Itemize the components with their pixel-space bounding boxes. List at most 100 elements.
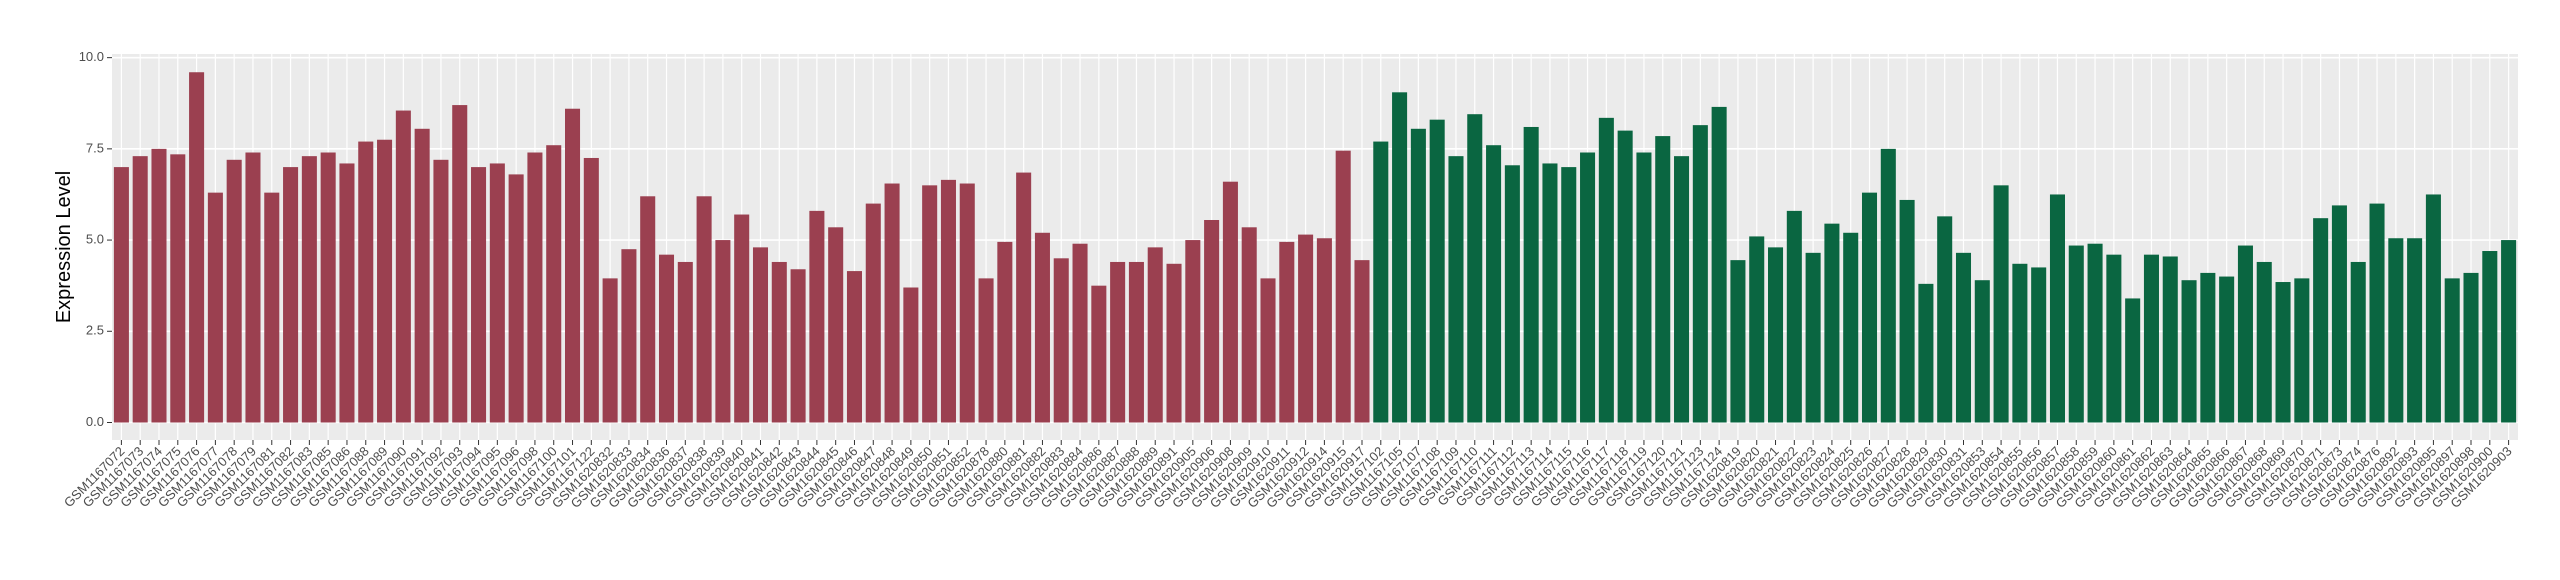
bar (1674, 156, 1690, 423)
bar (1711, 106, 1727, 423)
y-axis-title: Expression Level (53, 171, 75, 323)
bar (2219, 276, 2235, 423)
bar (2388, 238, 2404, 423)
bar (2106, 254, 2122, 423)
bar (1448, 156, 1464, 423)
y-tick-label: 2.5 (86, 323, 104, 338)
bar (1429, 119, 1445, 423)
bar (1298, 234, 1314, 423)
bar (1147, 247, 1163, 423)
bar (2425, 194, 2441, 423)
bar (339, 163, 355, 423)
bar (734, 214, 750, 423)
bar (1937, 216, 1953, 423)
bar (452, 105, 468, 423)
bar (1185, 240, 1201, 423)
bar (1786, 210, 1802, 423)
bar (189, 72, 205, 423)
bar (696, 196, 712, 423)
bar (903, 287, 919, 423)
bar (565, 108, 581, 423)
bar (658, 254, 675, 423)
bar (978, 278, 994, 423)
bar (1316, 238, 1332, 423)
bar (301, 156, 317, 423)
bar (2256, 261, 2272, 423)
bar (2031, 267, 2047, 423)
bar (752, 247, 769, 423)
bar (846, 271, 862, 423)
bar (809, 210, 825, 423)
bar (1392, 92, 1408, 423)
bar (1504, 165, 1520, 423)
bar (828, 227, 844, 423)
bar (1053, 258, 1069, 423)
bar (771, 261, 787, 423)
bar (414, 128, 430, 423)
bar (959, 183, 975, 423)
bar (245, 152, 261, 423)
bar (395, 110, 411, 423)
bar (1805, 252, 1821, 423)
bar (940, 179, 956, 423)
bar (1486, 145, 1502, 423)
bar (2444, 278, 2460, 423)
bar (489, 163, 505, 423)
bar (1598, 117, 1614, 423)
bar (527, 152, 543, 423)
bar (1166, 263, 1182, 423)
bar (2275, 282, 2291, 423)
bar (1523, 126, 1539, 423)
bar (1034, 232, 1050, 423)
bar (1241, 227, 1257, 423)
bar (1335, 150, 1351, 423)
bar (621, 249, 637, 423)
bar (2501, 240, 2517, 423)
bar (1843, 232, 1859, 423)
bar (1899, 199, 1915, 423)
bar (1617, 130, 1633, 423)
bar (1768, 247, 1784, 423)
bar (2482, 251, 2498, 423)
bar (283, 167, 299, 423)
bar (2200, 272, 2216, 423)
bar (884, 183, 900, 423)
bar (1354, 260, 1370, 423)
bar (1955, 252, 1972, 423)
y-tick-label: 7.5 (86, 140, 104, 155)
y-tick-label: 10.0 (79, 49, 104, 64)
bar (207, 192, 223, 423)
bar (226, 159, 242, 423)
bar (2237, 245, 2253, 423)
bar (358, 141, 374, 423)
bar (2294, 278, 2310, 423)
bar (1222, 181, 1238, 423)
bar (640, 196, 656, 423)
bar (1655, 136, 1671, 423)
bar (546, 145, 562, 423)
bar (1749, 236, 1765, 423)
bar (1824, 223, 1840, 423)
bar (677, 261, 693, 423)
bar (865, 203, 881, 423)
bar (1918, 283, 1934, 423)
bar (1072, 243, 1088, 423)
bar (1410, 128, 1426, 423)
bar (1636, 152, 1652, 423)
bar (2350, 261, 2366, 423)
bar (2125, 298, 2141, 423)
bar (1204, 220, 1220, 423)
bar (151, 148, 167, 423)
bar (1974, 280, 1990, 423)
bar (2162, 256, 2178, 423)
bar (471, 167, 487, 423)
y-tick-label: 5.0 (86, 232, 104, 247)
bar (2143, 254, 2159, 423)
bar (2407, 238, 2423, 423)
bar (1730, 260, 1746, 423)
bar (997, 241, 1013, 423)
bar (170, 154, 186, 423)
y-tick-label: 0.0 (86, 414, 104, 429)
bar (2087, 243, 2103, 423)
bar (715, 240, 731, 423)
